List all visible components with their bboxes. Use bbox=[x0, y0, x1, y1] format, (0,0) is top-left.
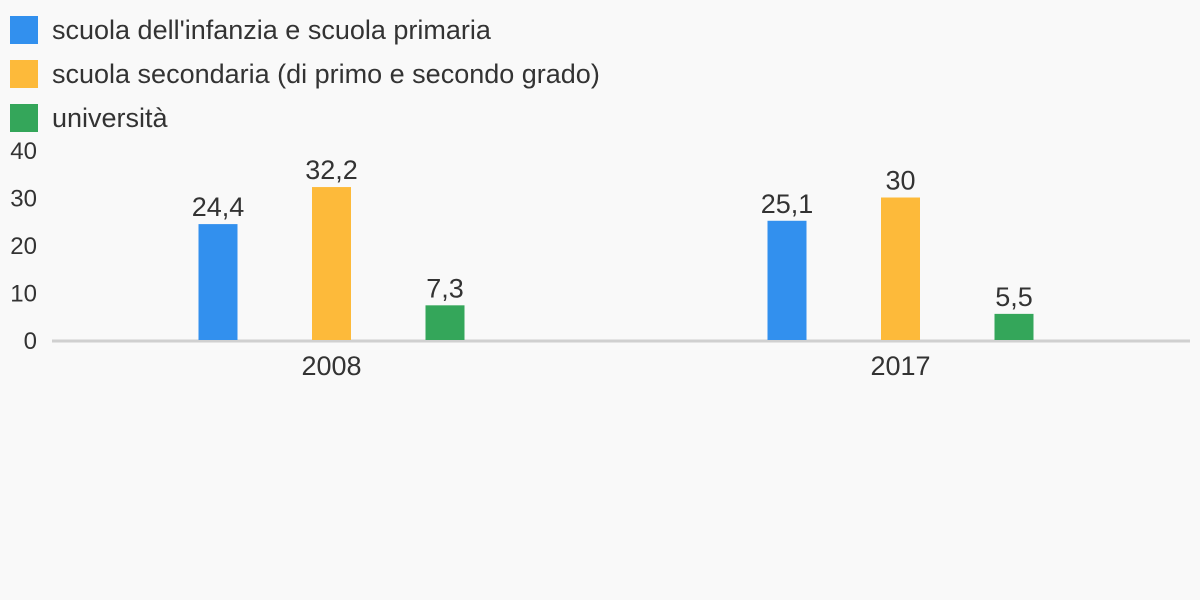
category-label-2008: 2008 bbox=[301, 351, 361, 381]
legend-swatch-secondaria bbox=[10, 60, 38, 88]
value-label-2017-series-1: 30 bbox=[885, 166, 915, 196]
legend: scuola dell'infanzia e scuola primaria s… bbox=[10, 8, 600, 140]
bar-2017-series-0 bbox=[767, 220, 807, 340]
legend-item-secondaria: scuola secondaria (di primo e secondo gr… bbox=[10, 52, 600, 96]
bar-2008-series-2 bbox=[425, 305, 465, 340]
legend-label-infanzia-primaria: scuola dell'infanzia e scuola primaria bbox=[52, 14, 491, 45]
legend-swatch-universita bbox=[10, 104, 38, 132]
value-label-2008-series-1: 32,2 bbox=[305, 155, 358, 185]
legend-item-infanzia-primaria: scuola dell'infanzia e scuola primaria bbox=[10, 8, 600, 52]
value-label-2017-series-2: 5,5 bbox=[995, 282, 1033, 312]
legend-label-universita: università bbox=[52, 102, 168, 133]
y-tick-label-3: 30 bbox=[10, 186, 37, 213]
bar-2008-series-0 bbox=[198, 224, 238, 340]
legend-swatch-infanzia-primaria bbox=[10, 16, 38, 44]
bar-2017-series-2 bbox=[994, 313, 1034, 340]
y-tick-label-4: 40 bbox=[10, 138, 37, 165]
y-tick-label-0: 0 bbox=[24, 328, 37, 355]
value-label-2017-series-0: 25,1 bbox=[761, 189, 814, 219]
bar-2008-series-1 bbox=[312, 187, 351, 340]
y-tick-label-2: 20 bbox=[10, 233, 37, 260]
category-label-2017: 2017 bbox=[870, 351, 930, 381]
legend-item-universita: università bbox=[10, 96, 600, 140]
legend-label-secondaria: scuola secondaria (di primo e secondo gr… bbox=[52, 58, 600, 89]
value-label-2008-series-0: 24,4 bbox=[192, 192, 245, 222]
bar-2017-series-1 bbox=[881, 197, 920, 340]
value-label-2008-series-2: 7,3 bbox=[426, 273, 464, 303]
y-tick-label-1: 10 bbox=[10, 281, 37, 308]
